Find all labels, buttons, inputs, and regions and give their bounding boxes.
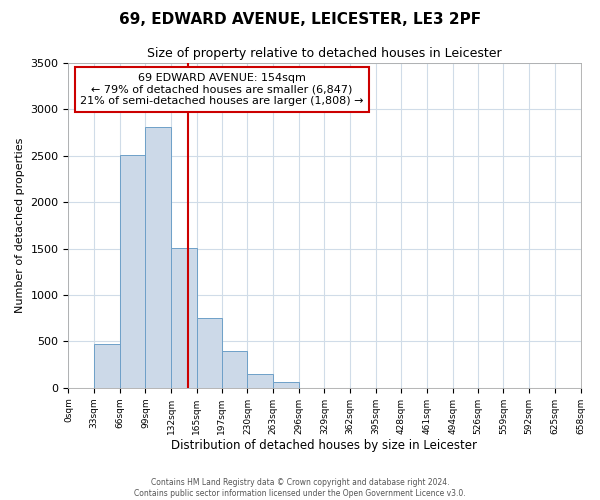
Bar — [145, 127, 171, 388]
Bar — [273, 382, 299, 388]
Bar — [197, 318, 222, 388]
Bar — [222, 350, 247, 388]
X-axis label: Distribution of detached houses by size in Leicester: Distribution of detached houses by size … — [172, 440, 478, 452]
Text: 69 EDWARD AVENUE: 154sqm
← 79% of detached houses are smaller (6,847)
21% of sem: 69 EDWARD AVENUE: 154sqm ← 79% of detach… — [80, 73, 364, 106]
Bar — [120, 155, 145, 388]
Bar — [171, 248, 197, 388]
Bar — [94, 344, 120, 388]
Text: 69, EDWARD AVENUE, LEICESTER, LE3 2PF: 69, EDWARD AVENUE, LEICESTER, LE3 2PF — [119, 12, 481, 28]
Y-axis label: Number of detached properties: Number of detached properties — [15, 138, 25, 313]
Bar — [247, 374, 273, 388]
Text: Contains HM Land Registry data © Crown copyright and database right 2024.
Contai: Contains HM Land Registry data © Crown c… — [134, 478, 466, 498]
Title: Size of property relative to detached houses in Leicester: Size of property relative to detached ho… — [147, 48, 502, 60]
